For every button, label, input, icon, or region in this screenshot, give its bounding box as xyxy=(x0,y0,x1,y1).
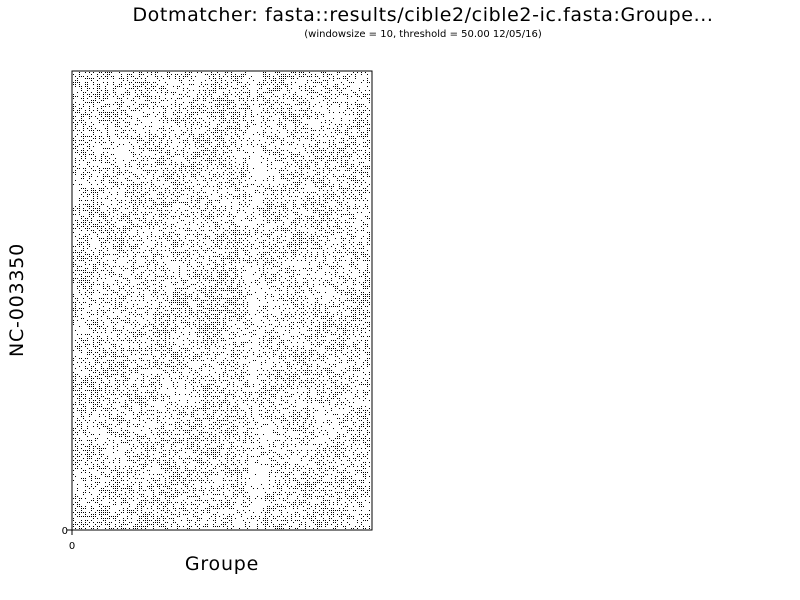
chart-title: Dotmatcher: fasta::results/cible2/cible2… xyxy=(132,4,714,26)
x-axis-label: Groupe xyxy=(184,553,260,575)
match-dots xyxy=(73,72,370,529)
chart-subtitle: (windowsize = 10, threshold = 50.00 12/0… xyxy=(304,29,542,40)
plot-frame xyxy=(71,70,373,531)
y-axis-label: NC-003350 xyxy=(6,242,28,358)
y-tick-label: 0 xyxy=(62,526,68,537)
x-tick-label: 0 xyxy=(69,541,75,552)
dot-matches xyxy=(73,72,370,529)
